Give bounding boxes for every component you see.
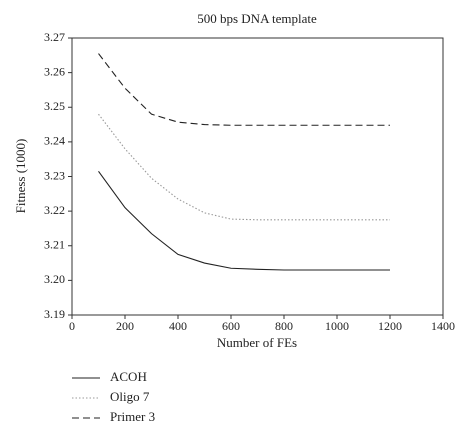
x-tick-label: 1400 [431,319,455,333]
x-tick-label: 1000 [325,319,349,333]
y-tick-label: 3.22 [44,203,65,217]
x-axis-label: Number of FEs [217,335,297,350]
y-tick-label: 3.27 [44,30,65,44]
y-tick-label: 3.23 [44,168,65,182]
x-tick-label: 0 [69,319,75,333]
y-tick-label: 3.24 [44,134,65,148]
plot-frame [71,37,444,316]
x-tick-label: 400 [169,319,187,333]
y-tick-label: 3.26 [44,64,65,78]
x-tick-label: 800 [275,319,293,333]
series-line [98,113,390,221]
y-axis-label: Fitness (1000) [13,139,28,214]
y-tick-label: 3.21 [44,238,65,252]
x-tick-label: 1200 [378,319,402,333]
y-tick-label: 3.20 [44,272,65,286]
x-tick-label: 200 [116,319,134,333]
y-tick-label: 3.25 [44,99,65,113]
legend-label: Oligo 7 [110,389,150,404]
series-line [98,170,390,271]
legend-label: ACOH [110,369,147,384]
series-line [98,53,390,126]
y-tick-label: 3.19 [44,307,65,321]
x-tick-label: 600 [222,319,240,333]
chart-title: 500 bps DNA template [197,11,317,26]
legend-label: Primer 3 [110,409,155,424]
